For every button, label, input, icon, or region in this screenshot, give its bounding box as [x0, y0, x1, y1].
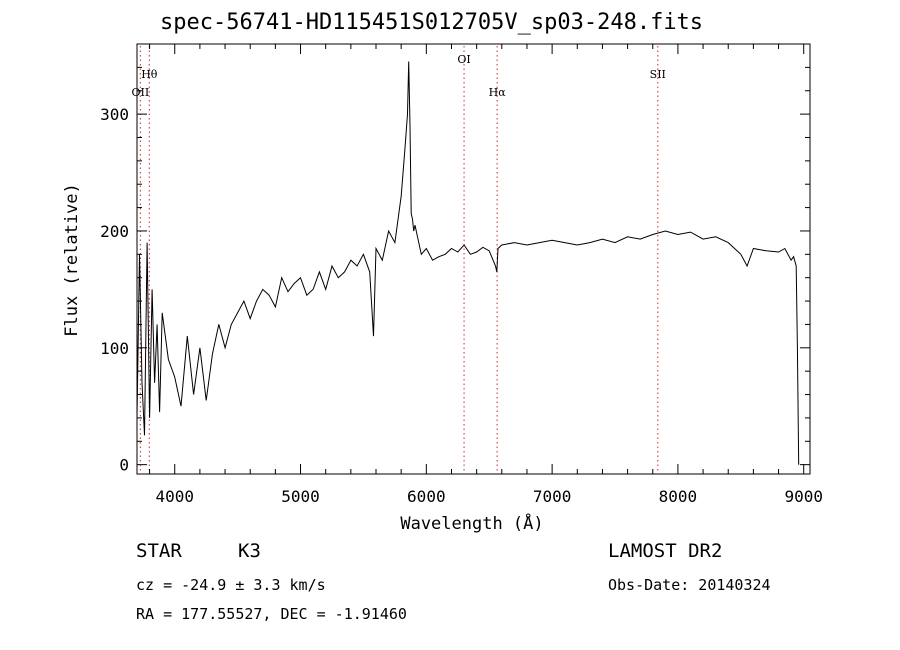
object-subclass: K3	[238, 540, 261, 562]
object-class: STAR	[136, 540, 182, 562]
observation-date: Obs-Date: 20140324	[608, 576, 771, 594]
x-tick-label: 5000	[281, 487, 320, 506]
y-tick-label: 100	[100, 339, 129, 358]
emission-line-label: OI	[457, 53, 470, 66]
y-tick-labels: 0 100 200 300	[100, 105, 129, 475]
emission-line-label: Hα	[489, 86, 507, 99]
redshift-velocity: cz = -24.9 ± 3.3 km/s	[136, 576, 326, 594]
y-tick-label: 0	[119, 456, 129, 475]
chart-title: spec-56741-HD115451S012705V_sp03-248.fit…	[160, 10, 704, 35]
emission-line-label: Hθ	[141, 68, 158, 81]
x-tick-label: 9000	[784, 487, 823, 506]
plot-axes	[136, 43, 811, 475]
x-tick-label: 4000	[155, 487, 194, 506]
coordinates: RA = 177.55527, DEC = -1.91460	[136, 605, 407, 623]
spectrum-line	[136, 61, 800, 465]
emission-line-label: SII	[650, 68, 666, 81]
x-tick-label: 7000	[533, 487, 572, 506]
emission-line-markers: Hθ OII OI Hα SII	[132, 46, 666, 474]
y-tick-label: 300	[100, 105, 129, 124]
y-tick-label: 200	[100, 222, 129, 241]
x-axis-label: Wavelength (Å)	[400, 512, 543, 534]
x-tick-labels: 4000 5000 6000 7000 8000 9000	[155, 487, 823, 506]
x-tick-label: 6000	[407, 487, 446, 506]
x-tick-label: 8000	[659, 487, 698, 506]
survey-name: LAMOST DR2	[608, 540, 723, 562]
emission-line-label: OII	[132, 86, 150, 99]
y-axis-label: Flux (relative)	[62, 183, 82, 337]
plot-frame	[136, 43, 811, 475]
